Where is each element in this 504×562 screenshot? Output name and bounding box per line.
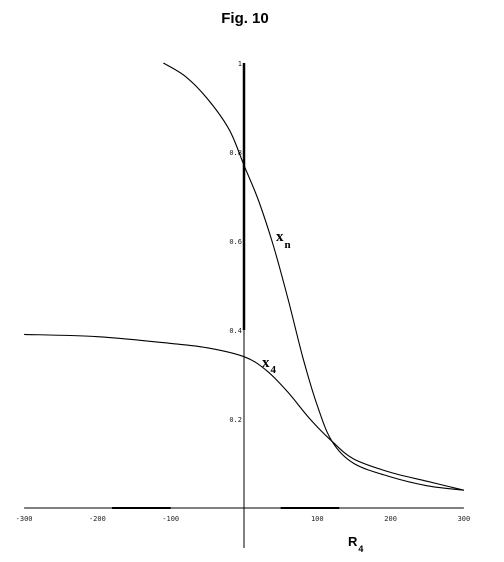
y-tick-label: 0.2 <box>229 416 242 424</box>
x-axis-label: R4 <box>348 534 363 554</box>
x-tick-label: 300 <box>458 515 471 523</box>
y-tick-label: 0.4 <box>229 327 242 335</box>
series-label-xn-sub: n <box>285 239 291 251</box>
x-tick-label: -100 <box>162 515 179 523</box>
series-label-x4: x4 <box>262 355 277 376</box>
series-line-x4 <box>24 333 465 491</box>
x-tick-label: 100 <box>311 515 324 523</box>
series-label-xn: xn <box>276 229 291 251</box>
series-layer <box>24 62 465 491</box>
axes <box>24 63 464 548</box>
x-axis-label-main: R <box>348 534 358 549</box>
x-tick-label: 200 <box>384 515 397 523</box>
y-tick-label: 0.6 <box>229 238 242 246</box>
y-tick-label: 0.8 <box>229 149 242 157</box>
series-label-xn-main: x <box>276 229 284 245</box>
series-label-x4-sub: 4 <box>271 364 277 376</box>
x-axis-label-sub: 4 <box>358 544 363 554</box>
y-tick-label: 1 <box>238 60 242 68</box>
figure-title: Fig. 10 <box>221 10 269 27</box>
x-ticks: -300 -200 -100 100 200 300 <box>16 515 471 523</box>
x-tick-label: -200 <box>89 515 106 523</box>
series-line-xn <box>163 62 464 491</box>
x-tick-label: -300 <box>16 515 33 523</box>
y-ticks: 0.2 0.4 0.6 0.8 1 <box>229 60 242 424</box>
curve-labels: xn x4 R4 <box>262 229 363 554</box>
series-label-x4-main: x <box>262 355 270 371</box>
